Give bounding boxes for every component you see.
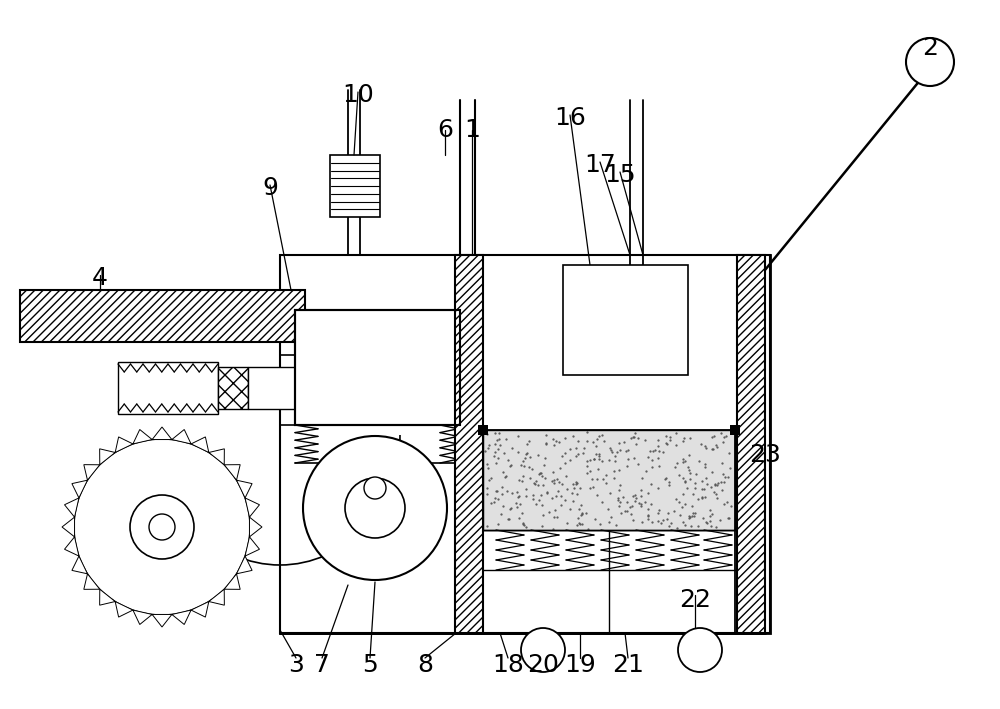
Bar: [118, 362, 218, 414]
Polygon shape: [191, 437, 209, 452]
Bar: [478, 425, 488, 435]
Polygon shape: [133, 430, 152, 444]
Circle shape: [345, 478, 405, 538]
Text: 1: 1: [464, 118, 480, 142]
Bar: [248, 367, 296, 409]
Text: 6: 6: [437, 118, 453, 142]
Text: 17: 17: [584, 153, 616, 177]
Polygon shape: [245, 537, 259, 556]
Bar: [330, 155, 380, 217]
Polygon shape: [84, 464, 100, 480]
Bar: [218, 367, 248, 409]
Circle shape: [149, 514, 175, 540]
Polygon shape: [152, 615, 172, 627]
Polygon shape: [209, 449, 224, 465]
Text: 22: 22: [679, 588, 711, 612]
Text: 18: 18: [492, 653, 524, 677]
Polygon shape: [115, 437, 133, 452]
Polygon shape: [209, 589, 224, 605]
Circle shape: [906, 38, 954, 86]
Circle shape: [521, 628, 565, 672]
Polygon shape: [249, 517, 262, 537]
Text: 10: 10: [342, 83, 374, 107]
Circle shape: [130, 495, 194, 559]
Text: 23: 23: [749, 443, 781, 467]
Bar: [295, 310, 460, 425]
Polygon shape: [115, 601, 133, 617]
Bar: [484, 431, 734, 530]
Text: 3: 3: [288, 653, 304, 677]
Text: 20: 20: [527, 653, 559, 677]
Bar: [737, 255, 765, 633]
Bar: [295, 310, 460, 425]
Polygon shape: [62, 517, 75, 537]
Circle shape: [303, 436, 447, 580]
Circle shape: [74, 439, 250, 615]
Text: 2: 2: [922, 36, 938, 60]
Polygon shape: [172, 430, 191, 444]
Circle shape: [678, 628, 722, 672]
Polygon shape: [65, 537, 79, 556]
Polygon shape: [133, 610, 152, 625]
Bar: [280, 255, 770, 633]
Polygon shape: [224, 464, 240, 480]
Polygon shape: [100, 589, 115, 605]
Polygon shape: [224, 574, 240, 589]
Text: 15: 15: [604, 163, 636, 187]
Polygon shape: [237, 556, 252, 574]
Polygon shape: [237, 480, 252, 498]
Bar: [455, 255, 483, 633]
Polygon shape: [65, 498, 79, 517]
Text: 4: 4: [92, 266, 108, 290]
Text: 9: 9: [262, 176, 278, 200]
Text: 21: 21: [612, 653, 644, 677]
Bar: [483, 430, 735, 530]
Polygon shape: [172, 610, 191, 625]
Polygon shape: [100, 449, 115, 465]
Bar: [280, 255, 460, 633]
Polygon shape: [84, 574, 100, 589]
Text: 5: 5: [362, 653, 378, 677]
Bar: [460, 255, 770, 633]
Polygon shape: [245, 498, 259, 517]
Text: 7: 7: [314, 653, 330, 677]
Polygon shape: [152, 427, 172, 440]
Text: 8: 8: [417, 653, 433, 677]
Text: 19: 19: [564, 653, 596, 677]
Polygon shape: [191, 601, 209, 617]
Bar: [20, 290, 305, 342]
Bar: [730, 425, 740, 435]
Polygon shape: [72, 556, 87, 574]
Polygon shape: [72, 480, 87, 498]
Circle shape: [364, 477, 386, 499]
Text: 16: 16: [554, 106, 586, 130]
Bar: [563, 265, 688, 375]
